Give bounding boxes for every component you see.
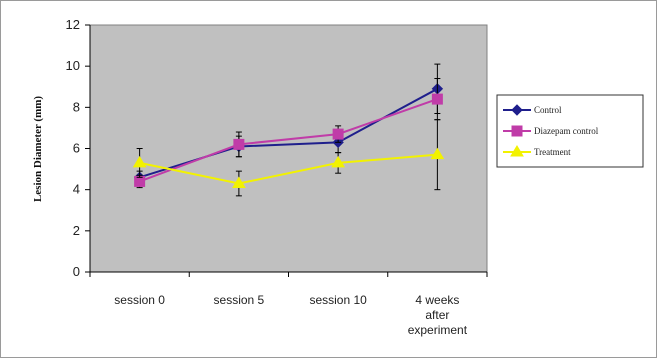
y-tick-label: 8 <box>73 99 80 114</box>
data-point <box>431 93 443 105</box>
x-tick-label-line: 4 weeks <box>415 293 459 307</box>
data-point <box>331 155 346 168</box>
x-tick-label: session 0 <box>114 293 165 307</box>
legend-item: Treatment <box>503 145 571 157</box>
legend-item: Control <box>503 104 562 116</box>
x-tick-label-line: session 5 <box>214 293 265 307</box>
y-tick-label: 2 <box>73 223 80 238</box>
x-axis: session 0 session 5 session 10 4 weeks after… <box>89 271 488 337</box>
y-tick-label: 6 <box>73 141 80 156</box>
x-tick-label-line: after <box>425 308 449 322</box>
y-axis-label: Lesion Diameter (mm) <box>32 96 44 202</box>
data-point <box>132 155 147 168</box>
legend-label: Treatment <box>534 147 571 157</box>
y-tick-label: 0 <box>73 264 80 279</box>
data-point <box>233 138 245 150</box>
data-point <box>511 104 523 116</box>
legend-label: Control <box>534 105 562 115</box>
x-tick-label: session 5 <box>214 293 265 307</box>
series-line <box>139 153 438 185</box>
y-axis: 0 2 4 6 8 10 12 <box>66 17 91 279</box>
series-line <box>139 98 438 183</box>
data-point <box>510 145 524 157</box>
legend-item: Diazepam control <box>503 125 599 137</box>
data-point <box>332 128 344 140</box>
y-tick-label: 10 <box>66 58 80 73</box>
data-point <box>511 125 523 137</box>
data-point <box>231 176 246 188</box>
x-tick-label-line: experiment <box>408 323 468 337</box>
x-tick-label-line: session 0 <box>114 293 165 307</box>
series <box>132 119 445 197</box>
data-point <box>134 175 146 187</box>
y-tick-label: 4 <box>73 182 80 197</box>
legend: Control Diazepam control Treatment <box>496 94 644 168</box>
y-tick-label: 12 <box>66 17 80 32</box>
series-layer <box>132 63 445 197</box>
x-tick-label-line: session 10 <box>309 293 367 307</box>
x-tick-label: 4 weeks after experiment <box>408 293 468 337</box>
legend-label: Diazepam control <box>534 126 599 136</box>
legend-items: Control Diazepam control Treatment <box>503 104 599 157</box>
data-point <box>430 147 445 160</box>
x-tick-label: session 10 <box>309 293 367 307</box>
plot-area <box>89 24 488 273</box>
